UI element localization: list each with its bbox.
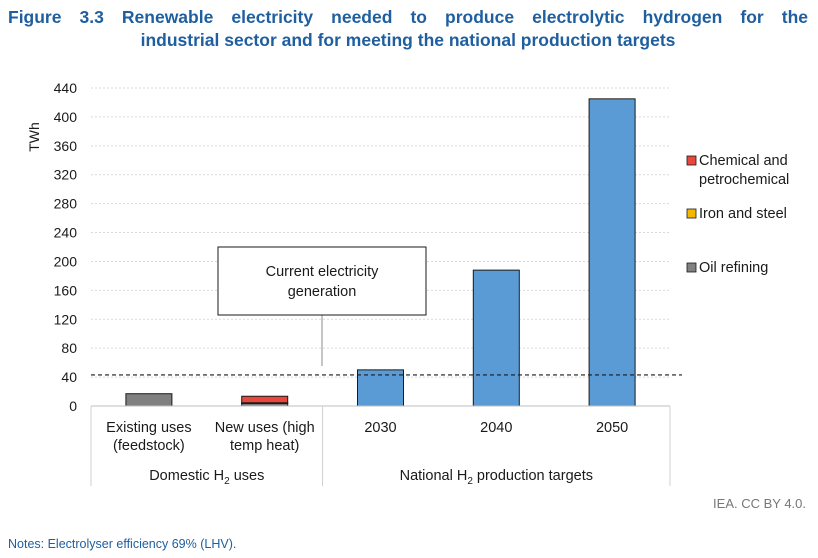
legend-swatch: [686, 262, 697, 273]
reference-line-group: Current electricity generation: [91, 246, 682, 376]
y-tick-label: 360: [54, 138, 78, 154]
bar-segment: [241, 395, 289, 404]
gridlines: [91, 87, 670, 378]
x-axis-group-labels: Domestic H2 uses National H2 production t…: [149, 468, 593, 487]
y-tick-label: 400: [54, 109, 78, 125]
y-axis-label: TWh: [26, 122, 42, 152]
y-tick-label: 160: [54, 282, 78, 298]
legend-swatch: [686, 208, 697, 219]
y-tick-label: 440: [54, 80, 78, 96]
x-group-label: National H2 production targets: [400, 468, 593, 487]
figure-title-line1: Figure 3.3 Renewable electricity needed …: [8, 7, 808, 27]
y-tick-label: 280: [54, 196, 78, 212]
x-group-label: Domestic H2 uses: [149, 468, 264, 487]
legend-label-line2: petrochemical: [699, 172, 789, 188]
bar-segment: [472, 269, 520, 407]
legend: Chemical and petrochemical Iron and steel O…: [686, 153, 789, 276]
x-category-label-line2: (feedstock): [113, 438, 185, 454]
x-category-label: New uses (high: [215, 420, 315, 436]
y-tick-label: 200: [54, 253, 78, 269]
bar-segment: [125, 393, 173, 407]
callout-label-line2: generation: [288, 284, 357, 300]
legend-label: Chemical and: [699, 153, 788, 169]
callout-box: [217, 246, 427, 316]
x-category-label: 2050: [596, 420, 628, 436]
figure-title-line2: industrial sector and for meeting the na…: [140, 30, 676, 50]
callout-label-line1: Current electricity: [266, 264, 380, 280]
x-category-label: Existing uses: [106, 420, 191, 436]
y-tick-label: 80: [61, 340, 77, 356]
bar-chart: 0 40 80 120 160 200 240 280 320 360 400 440 TWh Exi…: [26, 80, 789, 487]
x-axis: [90, 405, 671, 486]
y-tick-label: 320: [54, 167, 78, 183]
legend-swatch: [686, 155, 697, 166]
figure-title: Figure 3.3 Renewable electricity needed …: [8, 6, 808, 52]
x-category-label: 2030: [364, 420, 396, 436]
y-tick-label: 120: [54, 311, 78, 327]
source-credit: IEA. CC BY 4.0.: [713, 496, 806, 511]
x-category-label: 2040: [480, 420, 512, 436]
bar-segment: [588, 98, 636, 407]
chart-notes: Notes: Electrolyser efficiency 69% (LHV)…: [8, 537, 237, 551]
legend-label: Iron and steel: [699, 206, 787, 222]
x-axis-category-labels: Existing uses (feedstock) New uses (high te…: [106, 420, 628, 454]
y-axis-ticks: 0 40 80 120 160 200 240 280 320 360 400 440: [54, 80, 78, 414]
y-tick-label: 240: [54, 225, 78, 241]
x-category-label-line2: temp heat): [230, 438, 299, 454]
y-tick-label: 0: [69, 398, 77, 414]
y-tick-label: 40: [61, 369, 77, 385]
legend-label: Oil refining: [699, 260, 768, 276]
